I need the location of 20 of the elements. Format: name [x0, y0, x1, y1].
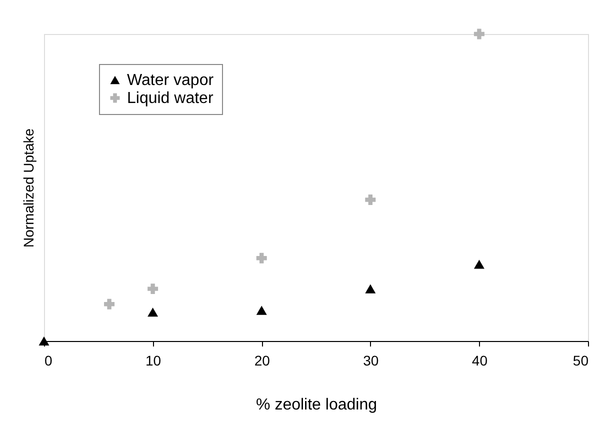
point [365, 194, 376, 206]
x-tick-label: 40 [472, 352, 488, 368]
x-tick-label: 30 [363, 352, 379, 368]
x-tick-label: 20 [254, 352, 270, 368]
x-tick-label: 0 [44, 352, 52, 368]
legend-label: Water vapor [127, 72, 214, 89]
point [104, 298, 115, 310]
point [256, 306, 267, 315]
point [474, 260, 484, 269]
x-tick-label: 50 [572, 352, 589, 368]
point [38, 336, 50, 346]
legend-label: Liquid water [127, 90, 214, 107]
y-axis-title: Normalized Uptake [20, 128, 36, 248]
point [256, 252, 267, 264]
point [148, 308, 158, 317]
x-axis-title: % zeolite loading [256, 396, 377, 414]
point [474, 28, 484, 40]
point [148, 284, 158, 294]
x-tick-label: 10 [146, 352, 162, 368]
point [365, 284, 376, 294]
